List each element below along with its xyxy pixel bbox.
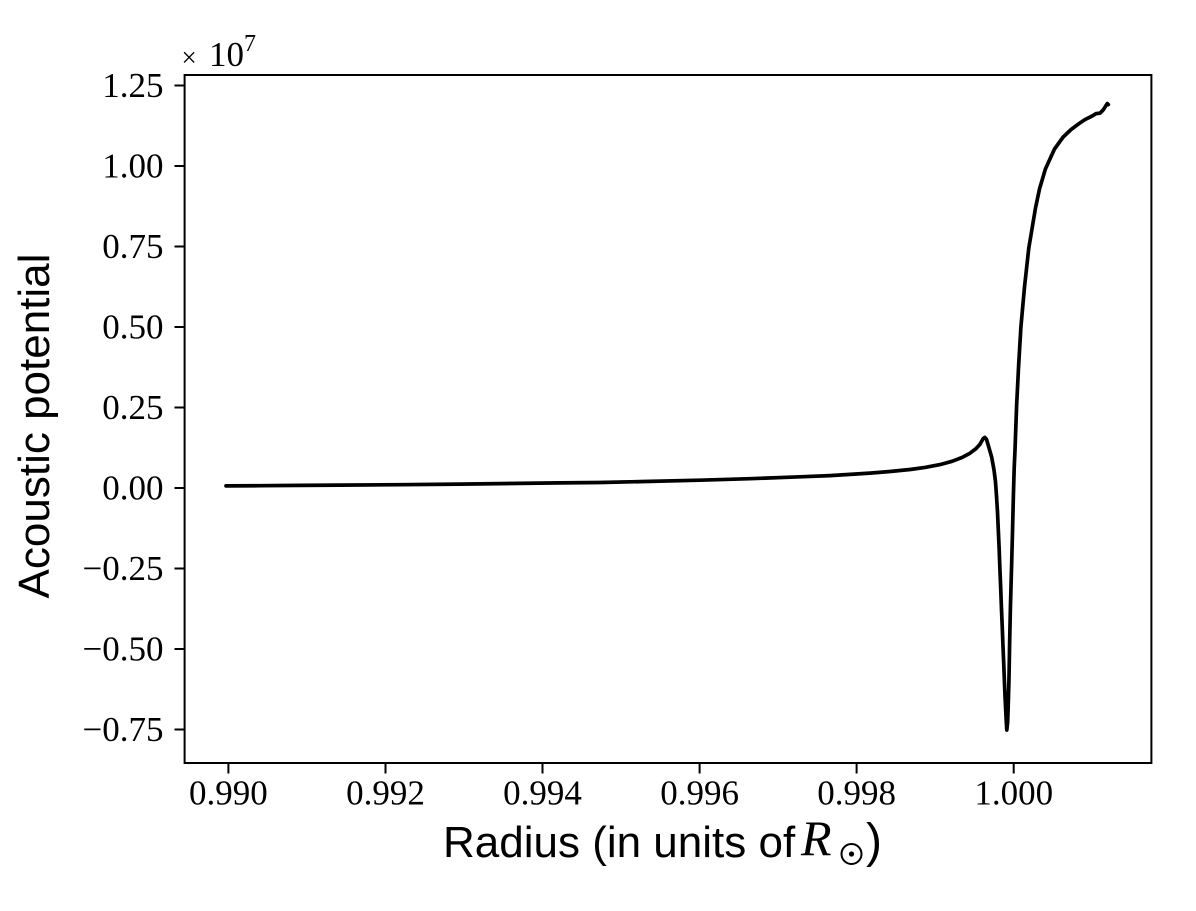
svg-text:0.00: 0.00	[102, 469, 163, 508]
svg-text:0.990: 0.990	[189, 774, 268, 813]
svg-text:−0.50: −0.50	[83, 630, 164, 669]
svg-text:−0.25: −0.25	[83, 549, 164, 588]
svg-text:R: R	[800, 810, 832, 866]
svg-text:0.998: 0.998	[817, 774, 896, 813]
svg-text:−0.75: −0.75	[83, 710, 164, 749]
svg-text:0.50: 0.50	[102, 308, 163, 347]
svg-text:0.75: 0.75	[102, 227, 163, 266]
svg-text:×: ×	[182, 43, 197, 73]
svg-text:Radius (in units of: Radius (in units of	[443, 818, 796, 867]
svg-text:0.994: 0.994	[503, 774, 582, 813]
svg-text:1.000: 1.000	[974, 774, 1053, 813]
svg-text:1.25: 1.25	[102, 66, 163, 105]
svg-text:): )	[866, 815, 882, 868]
svg-text:0.996: 0.996	[660, 774, 739, 813]
svg-text:1.00: 1.00	[102, 147, 163, 186]
svg-text:0.992: 0.992	[346, 774, 425, 813]
svg-text:0.25: 0.25	[102, 388, 163, 427]
svg-text:10: 10	[209, 35, 244, 74]
svg-text:7: 7	[244, 31, 256, 57]
svg-text:Acoustic potential: Acoustic potential	[10, 254, 59, 599]
